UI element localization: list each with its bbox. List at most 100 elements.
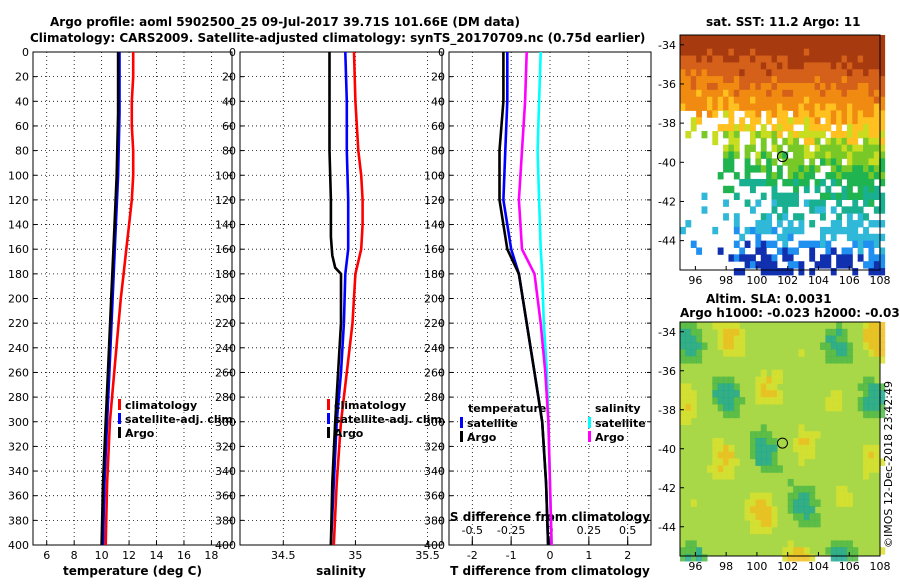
sla-cell bbox=[852, 547, 859, 555]
y-tick-label: 320 bbox=[8, 440, 29, 453]
sst-cell bbox=[750, 124, 756, 132]
sst-cell bbox=[771, 124, 778, 132]
sst-cell bbox=[852, 117, 859, 125]
sla-cell bbox=[680, 335, 686, 344]
sst-cell bbox=[771, 82, 778, 91]
sst-cell bbox=[776, 110, 783, 118]
sst-cell bbox=[717, 62, 724, 70]
y-tick-label: 340 bbox=[8, 465, 29, 478]
sst-cell bbox=[852, 62, 859, 70]
sla-cell bbox=[809, 444, 816, 453]
y-tick-label: 240 bbox=[424, 342, 445, 355]
sst-cell bbox=[830, 247, 837, 255]
y-tick-label: 240 bbox=[8, 342, 29, 355]
sst-cell bbox=[830, 55, 837, 63]
sst-cell bbox=[809, 206, 816, 214]
y-tick-label: 60 bbox=[222, 120, 236, 133]
map-x-tick-label: 98 bbox=[719, 274, 733, 287]
sst-cell bbox=[825, 137, 832, 146]
legend-label-temperature-argo: Argo bbox=[467, 431, 497, 444]
sla-cell bbox=[873, 342, 880, 350]
sst-cell bbox=[863, 82, 869, 91]
y-tick-label: 20 bbox=[431, 71, 445, 84]
sst-cell bbox=[782, 41, 789, 50]
sla-cell bbox=[873, 335, 880, 344]
sst-cell bbox=[744, 41, 751, 50]
sla-cell bbox=[836, 335, 843, 344]
sla-cell bbox=[846, 356, 853, 364]
sst-cell bbox=[755, 220, 762, 228]
sst-cell bbox=[776, 117, 783, 125]
y-tick-label: 160 bbox=[215, 243, 236, 256]
sst-cell bbox=[857, 247, 864, 255]
sla-cell bbox=[712, 322, 719, 330]
sst-cell bbox=[782, 178, 789, 187]
sst-cell bbox=[879, 247, 886, 255]
x-tick-label: 2 bbox=[624, 549, 631, 562]
sst-cell bbox=[846, 110, 853, 118]
sst-cell bbox=[776, 89, 783, 98]
sst-cell bbox=[841, 144, 848, 153]
sst-cell bbox=[793, 185, 799, 194]
sst-cell bbox=[793, 55, 799, 63]
sst-cell bbox=[750, 69, 756, 77]
sla-cell bbox=[728, 444, 735, 453]
sst-cell bbox=[776, 213, 783, 221]
sla-cell bbox=[879, 547, 886, 555]
map-x-tick-label: 108 bbox=[870, 560, 891, 573]
y-tick-label: 0 bbox=[438, 46, 445, 59]
sst-cell bbox=[744, 82, 751, 91]
sst-cell bbox=[868, 233, 875, 242]
sla-cell bbox=[723, 410, 730, 419]
sst-cell bbox=[846, 124, 853, 132]
sla-cell bbox=[787, 506, 794, 514]
sst-cell bbox=[863, 110, 869, 118]
sla-cell bbox=[771, 465, 778, 473]
sla-cell bbox=[685, 328, 692, 337]
sst-cell bbox=[766, 35, 773, 43]
x-tick-label: 14 bbox=[150, 549, 164, 562]
series-line-satellite-adj-clim bbox=[101, 52, 121, 546]
sst-cell bbox=[744, 261, 751, 269]
sst-cell bbox=[873, 172, 880, 180]
sst-cell bbox=[830, 89, 837, 98]
sst-cell bbox=[760, 192, 767, 200]
x-tick-label: 0 bbox=[547, 549, 554, 562]
sst-cell bbox=[685, 82, 692, 91]
sst-cell bbox=[793, 41, 799, 50]
sst-cell bbox=[825, 76, 832, 84]
sst-cell bbox=[723, 158, 729, 166]
sst-cell bbox=[873, 130, 880, 139]
sst-cell bbox=[760, 69, 767, 77]
legend-label-argo: Argo bbox=[125, 427, 155, 440]
sst-cell bbox=[771, 199, 778, 207]
sst-cell bbox=[836, 213, 843, 221]
sla-cell bbox=[760, 424, 767, 432]
sla-cell bbox=[701, 342, 708, 350]
sst-cell bbox=[879, 62, 886, 70]
sst-cell bbox=[680, 48, 686, 57]
sst-cell bbox=[857, 254, 864, 262]
sst-cell bbox=[728, 144, 735, 153]
sst-cell bbox=[863, 165, 869, 173]
sst-cell bbox=[863, 226, 869, 235]
sst-cell bbox=[787, 220, 794, 228]
sst-cell bbox=[760, 62, 767, 70]
sst-cell bbox=[803, 240, 810, 248]
sla-cell bbox=[836, 328, 843, 337]
sla-cell bbox=[680, 417, 686, 425]
sst-cell bbox=[712, 110, 719, 118]
sla-cell bbox=[733, 349, 740, 357]
sla-cell bbox=[723, 342, 730, 350]
sla-cell bbox=[750, 506, 756, 514]
sst-cell bbox=[787, 247, 794, 255]
sla-cell bbox=[798, 554, 805, 562]
sst-cell bbox=[879, 76, 886, 84]
sst-cell bbox=[712, 226, 719, 235]
map-y-tick-label: -38 bbox=[658, 117, 676, 130]
sla-cell bbox=[728, 342, 735, 350]
sst-cell bbox=[836, 226, 843, 235]
sst-cell bbox=[766, 82, 773, 91]
sla-cell bbox=[809, 513, 816, 521]
sst-cell bbox=[846, 137, 853, 146]
